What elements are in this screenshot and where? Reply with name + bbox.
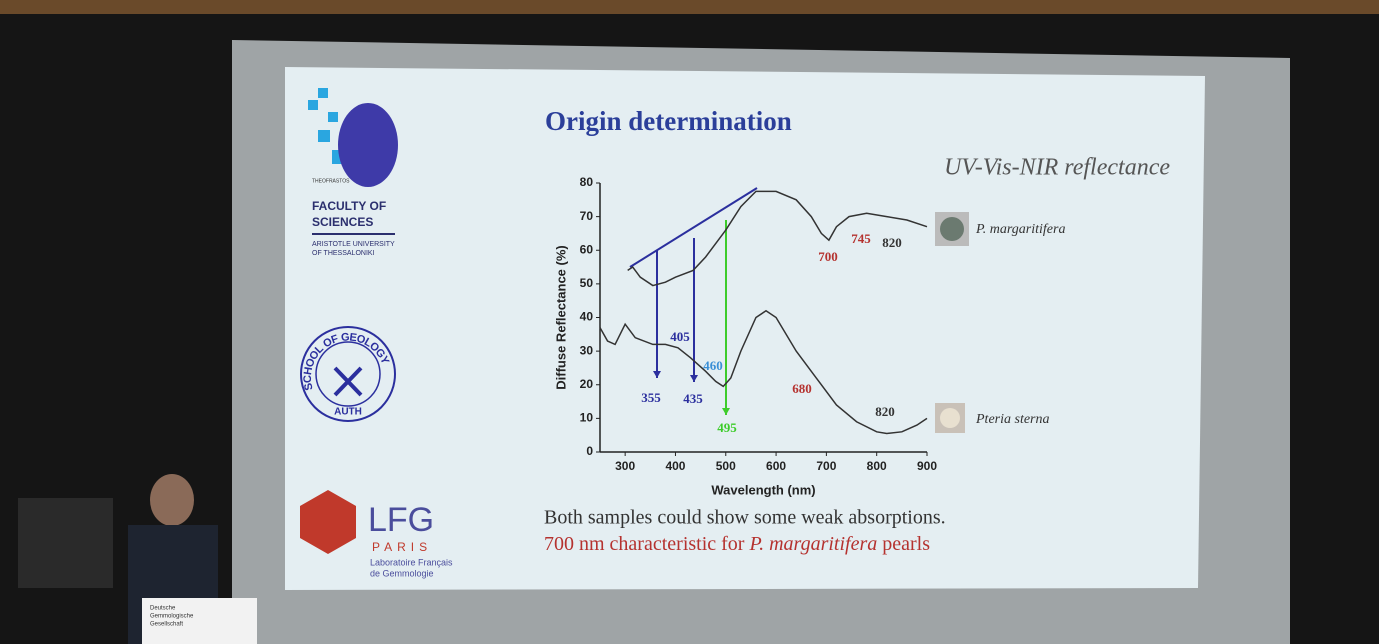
caption-part: P. margaritifera <box>748 533 877 555</box>
y-tick-label: 0 <box>586 444 593 458</box>
y-tick-label: 80 <box>580 175 594 189</box>
logo-text: AUTH <box>334 407 362 418</box>
logo-text: ARISTOTLE UNIVERSITY <box>312 241 395 248</box>
annotation: 355 <box>641 390 661 405</box>
pearl <box>940 408 960 428</box>
caption-part: pearls <box>877 533 930 555</box>
logo-text: Laboratoire Français <box>370 557 453 567</box>
annotation: 820 <box>882 235 902 250</box>
legend-label: Pteria sterna <box>975 412 1050 427</box>
x-tick-label: 700 <box>816 459 836 473</box>
ring <box>300 326 396 422</box>
arrow-head <box>653 371 661 378</box>
curtain <box>0 0 1379 14</box>
y-axis-label: Diffuse Reflectance (%) <box>553 245 568 389</box>
hexagon <box>300 490 356 554</box>
hammers <box>333 366 363 397</box>
ring <box>315 341 381 407</box>
lectern-text: Gemmologische <box>150 614 194 620</box>
annotation: 405 <box>670 329 690 344</box>
caption: 700 nm characteristic for P. margaritife… <box>544 533 930 555</box>
chart: 0 10 20 30 40 50 60 70 80 300 400 500 600 700 800 900 Wa… <box>553 175 1065 497</box>
logo-text: SCIENCES <box>312 215 373 229</box>
annotation: 435 <box>683 391 703 406</box>
legend-label: P. margaritifera <box>975 222 1065 237</box>
annotation: 745 <box>851 231 871 246</box>
y-tick-label: 20 <box>580 377 594 391</box>
person-head <box>150 474 194 526</box>
series-line <box>627 190 928 287</box>
y-tick-label: 10 <box>580 411 594 425</box>
annotation: 495 <box>717 420 737 435</box>
caption-part: 700 nm characteristic for <box>544 533 749 555</box>
logo-text: LFG <box>368 501 434 539</box>
lectern-text: Gesellschaft <box>150 622 183 628</box>
speaker-box <box>18 498 113 588</box>
slide <box>285 67 1205 590</box>
logo-text: PARIS <box>372 540 432 554</box>
logo-text: de Gemmologie <box>370 568 434 578</box>
x-tick-label: 400 <box>665 459 685 473</box>
figure <box>338 103 398 187</box>
y-tick-label: 50 <box>580 276 594 290</box>
lectern <box>142 598 257 644</box>
lfg-logo: LFG PARIS Laboratoire Français de Gemmol… <box>300 490 453 578</box>
lectern-text: Deutsche <box>150 606 176 612</box>
logo-mark: THEOFRASTOS <box>312 178 350 184</box>
slide-subtitle: UV-Vis-NIR reflectance <box>944 155 1170 181</box>
y-tick-label: 30 <box>580 343 594 357</box>
x-tick-label: 600 <box>766 459 786 473</box>
x-tick-label: 500 <box>716 459 736 473</box>
x-tick-label: 300 <box>615 459 635 473</box>
annotation: 680 <box>792 381 812 396</box>
x-axis-label: Wavelength (nm) <box>711 482 815 497</box>
annotation: 700 <box>818 249 838 264</box>
y-tick-label: 70 <box>580 209 594 223</box>
pixel <box>318 88 328 98</box>
annotation: 820 <box>875 404 895 419</box>
logo-text: FACULTY OF <box>312 199 386 213</box>
pixel <box>328 112 338 122</box>
pearl <box>940 217 964 241</box>
tangent-line <box>629 187 758 268</box>
pixel <box>308 100 318 110</box>
x-tick-label: 800 <box>867 459 887 473</box>
caption: Both samples could show some weak absorp… <box>544 507 946 529</box>
x-tick-label: 900 <box>917 459 937 473</box>
pixel <box>318 130 330 142</box>
series-line <box>599 309 928 435</box>
y-tick-label: 40 <box>580 310 594 324</box>
y-tick-label: 60 <box>580 242 594 256</box>
arrow-head <box>722 408 730 415</box>
annotation: 460 <box>703 358 723 373</box>
slide-title: Origin determination <box>545 106 792 136</box>
arrow-head <box>690 375 698 382</box>
auth-logo: THEOFRASTOS FACULTY OF SCIENCES ARISTOTL… <box>308 88 398 257</box>
logo-text: OF THESSALONIKI <box>312 250 375 257</box>
